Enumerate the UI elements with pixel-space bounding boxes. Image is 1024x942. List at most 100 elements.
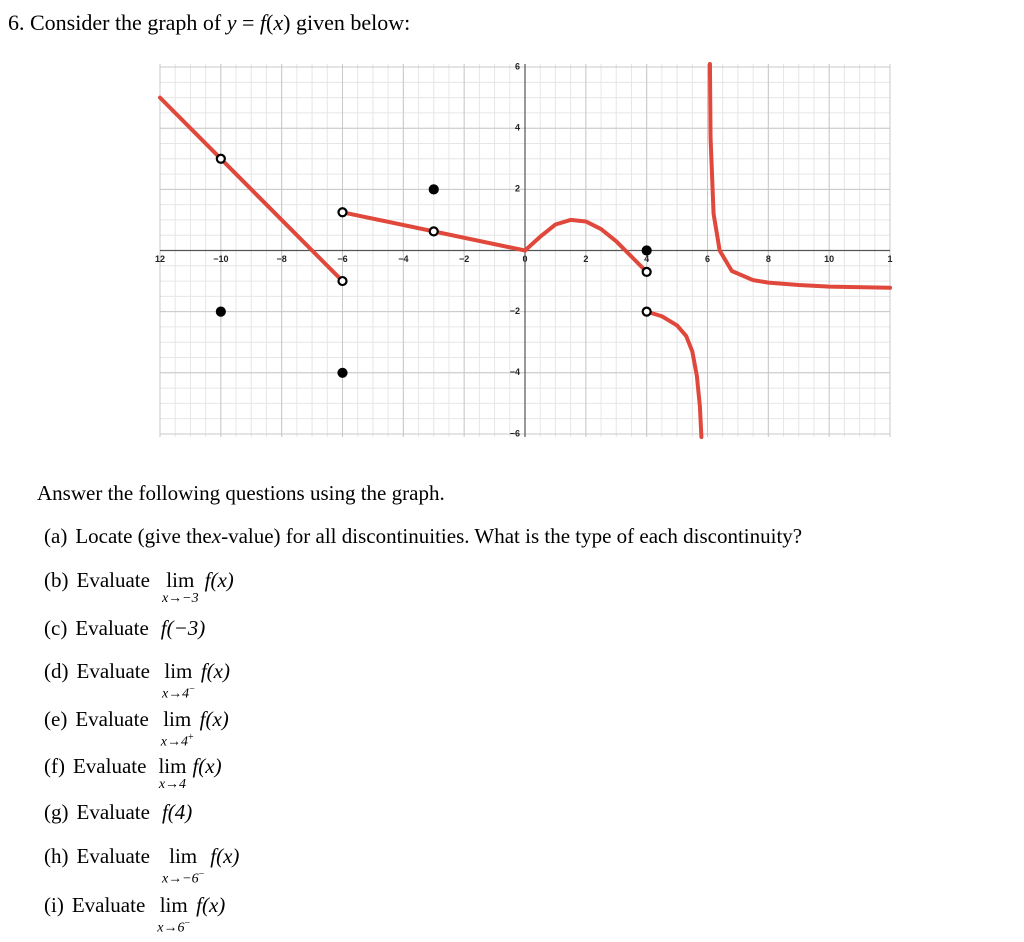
question-label: (h) (44, 844, 69, 868)
lim-sup: − (198, 869, 205, 880)
x-tick-label: 4 (644, 254, 649, 264)
question-label: (c) (44, 616, 68, 640)
limit: lim x→4− (162, 659, 195, 701)
lim-sup: + (188, 732, 194, 743)
title-part: y (226, 10, 237, 35)
question-verb: Evaluate (72, 754, 147, 778)
question: (i) Evaluate lim x→6− f(x) (44, 893, 225, 935)
question: (b) Evaluate lim x→−3 f(x) (44, 568, 234, 606)
lim-word: lim (163, 707, 192, 731)
question-label: (d) (44, 659, 69, 683)
expression: f(4) (161, 800, 193, 824)
lim-sub: x→6− (157, 918, 191, 936)
expression: f(x) (196, 893, 226, 917)
title-part: ) given below: (283, 10, 411, 35)
closed-point (641, 245, 652, 256)
y-tick-label: 4 (515, 123, 520, 133)
expression: f(x) (200, 659, 230, 683)
question-verb: Evaluate (76, 800, 150, 824)
question: (c) Evaluate f(−3) (44, 616, 205, 641)
closed-point (428, 184, 439, 195)
closed-point (337, 367, 348, 378)
y-tick-label: 2 (515, 184, 520, 194)
expression: f(x) (210, 844, 240, 868)
limit: lim x→4+ (161, 707, 194, 749)
lim-sup: − (189, 684, 195, 695)
x-tick-label: −6 (337, 254, 347, 264)
question-verb: Evaluate (76, 568, 150, 592)
open-point (641, 266, 652, 278)
question: (a) Locate (give the x -value) for all dis… (44, 524, 802, 549)
curve (158, 95, 345, 284)
y-tick-label: −6 (510, 428, 520, 438)
x-tick-label: 10 (824, 254, 834, 264)
question-verb: Evaluate (76, 844, 150, 868)
title-part: 6. Consider the graph of (8, 10, 227, 35)
lim-word: lim (159, 893, 188, 917)
open-point (428, 226, 439, 237)
x-tick-label: −4 (398, 254, 408, 264)
title-part: = (236, 10, 260, 35)
question: (f) Evaluate lim x→4 f(x) (44, 754, 222, 792)
question-label: (b) (44, 568, 69, 592)
lim-sub: x→4 (158, 777, 187, 792)
lim-word: lim (158, 754, 187, 778)
lim-sub: x→4− (161, 684, 195, 702)
lim-word: lim (166, 568, 195, 592)
lim-sub: x→−3 (161, 591, 199, 606)
curve (707, 62, 892, 290)
limit: lim x→6− (157, 893, 190, 935)
lim-sub: x→4+ (160, 732, 194, 750)
expression: f(x) (192, 754, 222, 778)
question-text: x (211, 524, 222, 548)
question-label: (f) (44, 754, 65, 778)
question: (e) Evaluate lim x→4+ f(x) (44, 707, 229, 749)
expression: f(−3) (160, 616, 206, 640)
x-tick-label: −10 (213, 254, 228, 264)
title-part: f (259, 10, 267, 35)
lim-sub: x→−6− (161, 869, 205, 887)
open-point (337, 275, 348, 287)
title-part: x (273, 10, 284, 35)
question: (h) Evaluate lim x→−6− f(x) (44, 844, 239, 886)
open-point (337, 207, 348, 218)
open-point (641, 306, 652, 317)
x-tick-label: 12 (155, 254, 165, 264)
x-tick-label: 2 (583, 254, 588, 264)
question-label: (g) (44, 800, 69, 824)
y-tick-label: 6 (515, 61, 520, 71)
intro: Answer the following questions using the… (37, 481, 445, 505)
question-verb: Evaluate (76, 659, 150, 683)
closed-point (215, 306, 226, 317)
title-part: ( (266, 10, 274, 35)
lim-word: lim (169, 844, 198, 868)
limit: lim x→−3 (161, 568, 199, 606)
expression: f(x) (199, 707, 229, 731)
question-label: (e) (44, 707, 68, 731)
question-verb: Evaluate (71, 893, 146, 917)
y-tick-label: −2 (510, 306, 520, 316)
x-tick-label: 8 (766, 254, 771, 264)
x-tick-label: 1 (887, 254, 892, 264)
limit: lim x→4 (158, 754, 187, 792)
expression: f(x) (204, 568, 234, 592)
question-verb: Evaluate (75, 707, 149, 731)
question-text: -value) for all discontinuities. What is… (221, 524, 803, 548)
open-point (215, 153, 226, 164)
x-tick-label: 6 (705, 254, 710, 264)
x-tick-label: −2 (459, 254, 469, 264)
question: (d) Evaluate lim x→4− f(x) (44, 659, 230, 701)
question-verb: Evaluate (75, 616, 149, 640)
curve (523, 217, 649, 274)
question-label: (i) (44, 893, 64, 917)
question: (g) Evaluate f(4) (44, 800, 192, 825)
y-tick-label: −4 (510, 367, 520, 377)
curve (644, 309, 704, 439)
lim-word: lim (164, 659, 193, 683)
lim-sup: − (184, 918, 191, 929)
x-tick-label: −8 (277, 254, 287, 264)
question-title: 6. Consider the graph of y = f(x) given … (8, 10, 410, 36)
limit: lim x→−6− (162, 844, 204, 886)
